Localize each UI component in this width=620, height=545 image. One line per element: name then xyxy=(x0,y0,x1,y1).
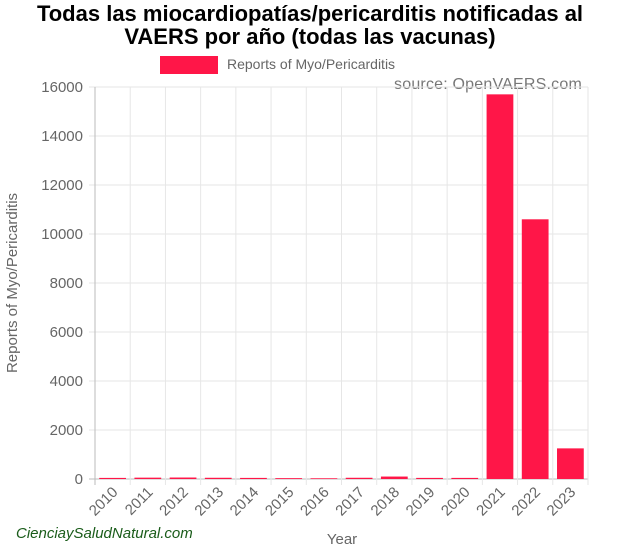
x-tick-label: 2016 xyxy=(297,484,333,520)
bar-2013 xyxy=(204,477,232,479)
y-axis-title: Reports of Myo/Pericarditis xyxy=(4,193,21,373)
bar-2019 xyxy=(416,477,443,479)
y-tick-label: 14000 xyxy=(41,128,83,145)
bar-2011 xyxy=(134,477,162,479)
x-tick-label: 2015 xyxy=(262,484,298,520)
x-tick-label: 2023 xyxy=(544,484,580,520)
bar-2015 xyxy=(275,478,303,479)
x-tick-label: 2018 xyxy=(368,484,404,520)
bar-2017 xyxy=(345,477,373,479)
bar-2023 xyxy=(557,448,584,479)
bar-2012 xyxy=(169,477,197,479)
y-tick-label: 4000 xyxy=(50,373,83,390)
legend-label: Reports of Myo/Pericarditis xyxy=(227,56,396,72)
x-tick-label: 2021 xyxy=(473,484,509,520)
x-axis-ticks: 2010 2011 2012 2013 2014 2015 2016 2017 2018 2019… xyxy=(86,484,579,520)
y-tick-label: 16000 xyxy=(41,79,83,96)
source-label: source: OpenVAERS.com xyxy=(394,76,582,93)
bar-2016 xyxy=(310,478,338,479)
y-axis-ticks: 0 2000 4000 6000 8000 10000 12000 14000 16000 xyxy=(41,79,83,488)
x-tick-label: 2010 xyxy=(86,484,122,520)
x-tick-label: 2020 xyxy=(438,484,474,520)
x-tick-label: 2019 xyxy=(403,484,439,520)
bar-2021 xyxy=(486,94,514,479)
y-tick-label: 0 xyxy=(75,471,83,488)
y-tick-label: 10000 xyxy=(41,226,83,243)
bars xyxy=(99,94,584,480)
x-tick-label: 2017 xyxy=(332,484,368,520)
x-axis-title: Year xyxy=(327,531,357,545)
bar-2018 xyxy=(380,476,408,479)
legend-swatch xyxy=(160,56,218,74)
x-tick-label: 2022 xyxy=(508,484,544,520)
x-tick-label: 2014 xyxy=(227,484,263,520)
bar-2014 xyxy=(240,477,267,479)
x-tick-label: 2012 xyxy=(156,484,192,520)
y-tick-label: 12000 xyxy=(41,177,83,194)
chart-title: Todas las miocardiopatías/pericarditis n… xyxy=(36,1,584,49)
x-tick-label: 2011 xyxy=(122,484,157,519)
bar-2022 xyxy=(521,219,549,480)
bar-2020 xyxy=(451,477,479,479)
y-tick-label: 8000 xyxy=(50,275,83,292)
x-tick-label: 2013 xyxy=(191,484,227,520)
watermark: CienciaySaludNatural.com xyxy=(16,525,193,542)
bar-2010 xyxy=(99,477,126,479)
y-tick-label: 2000 xyxy=(50,422,83,439)
y-tick-label: 6000 xyxy=(50,324,83,341)
